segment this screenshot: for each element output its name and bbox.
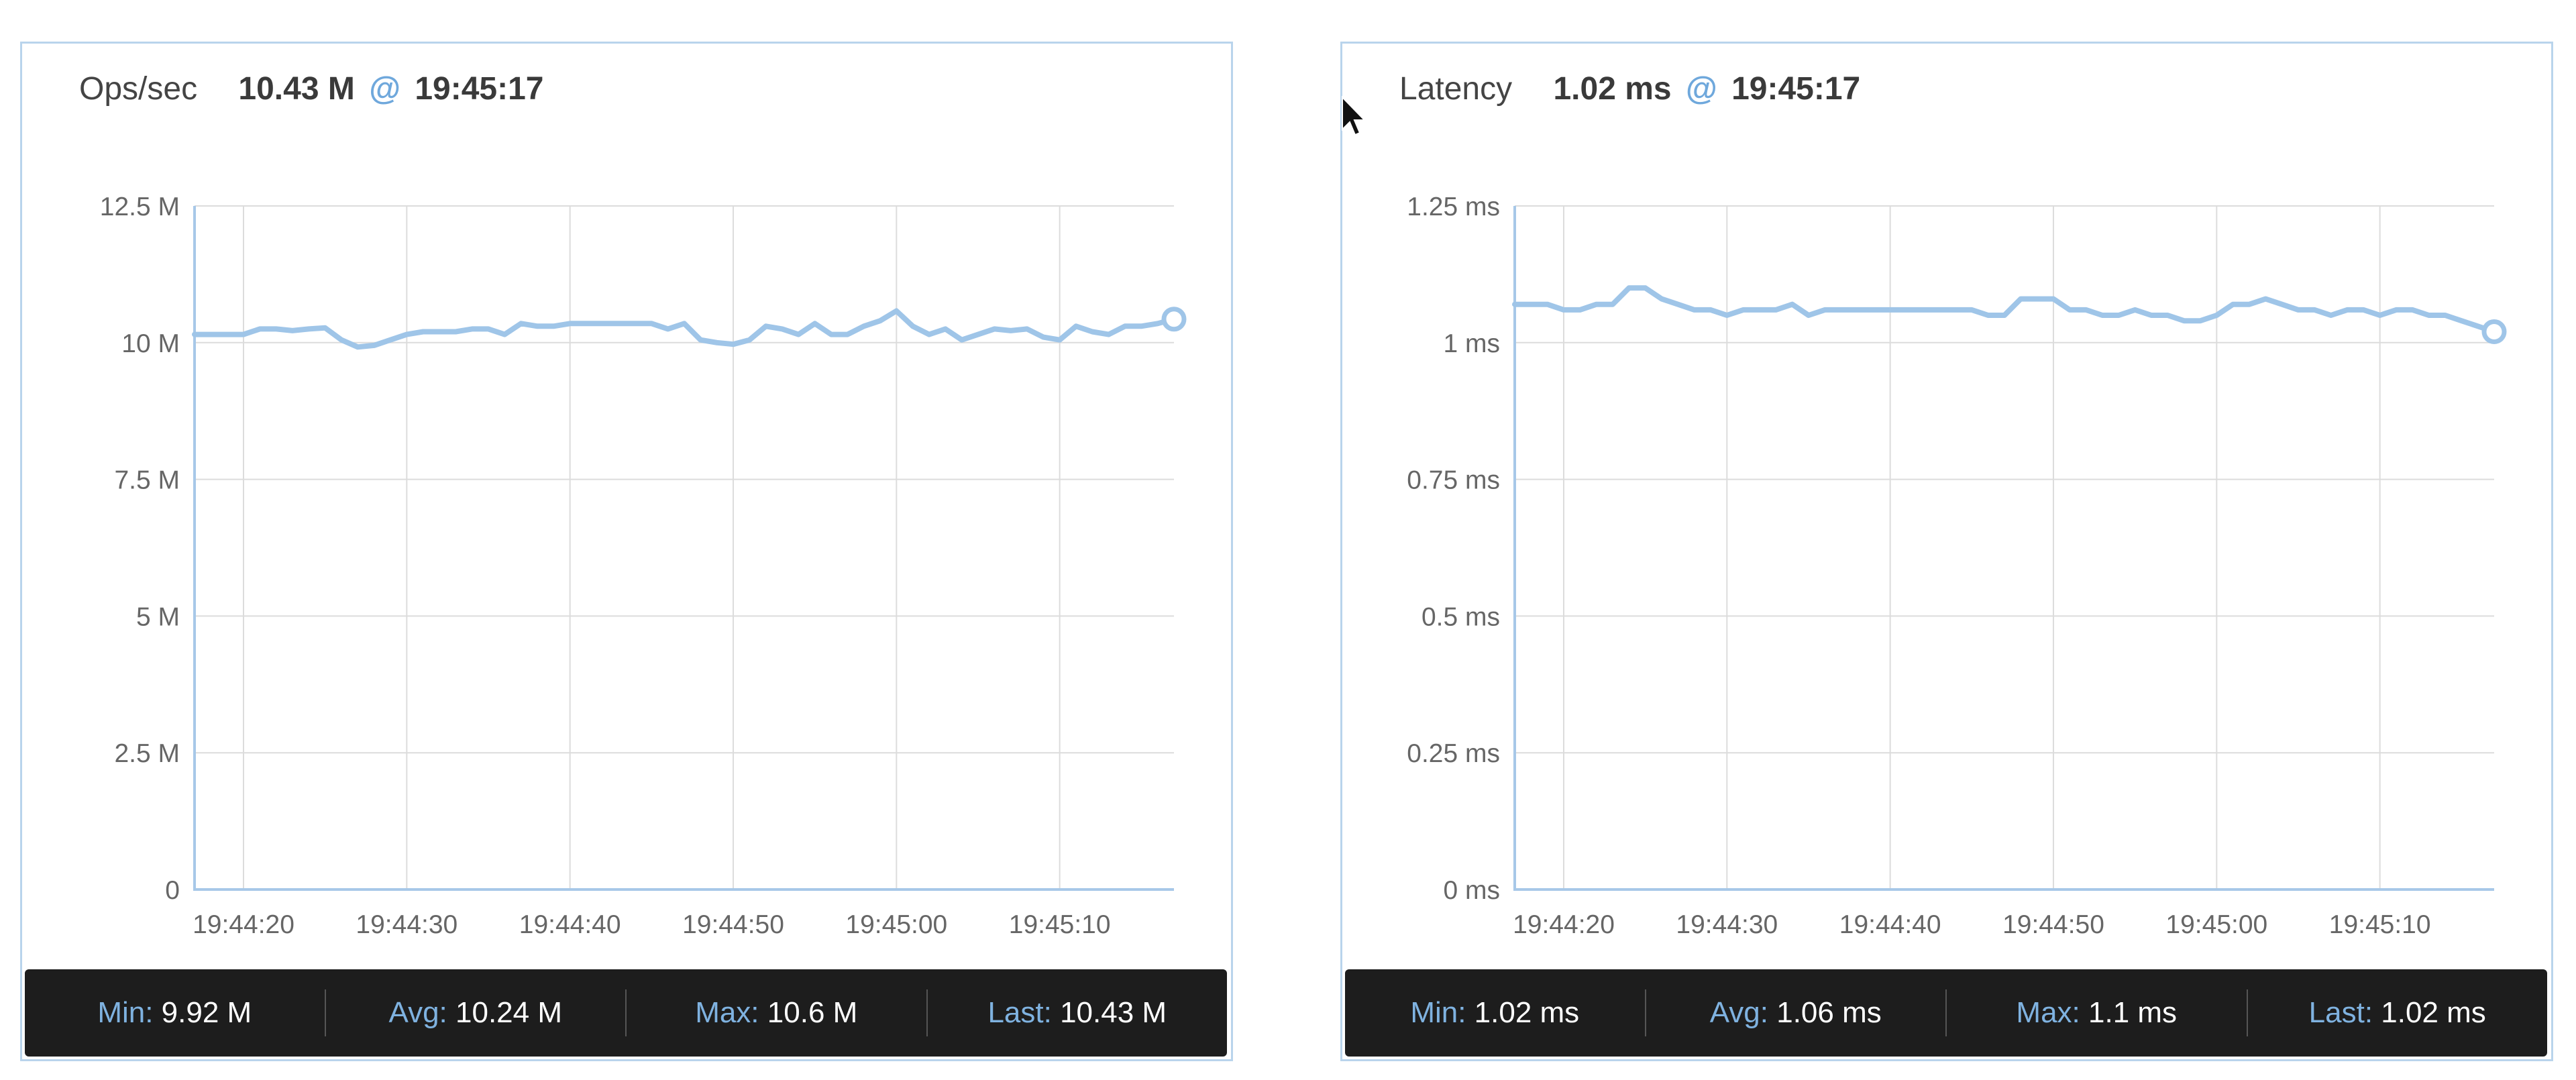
latency-x-tick-label: 19:44:50: [2002, 910, 2104, 939]
ops-last-label: Last:: [987, 996, 1052, 1029]
ops-chart[interactable]: 0 2.5 M 5 M 7.5 M 10 M 12.5 M 19:44:20 19:44:30…: [22, 44, 1231, 969]
ops-panel: Ops/sec 10.43 M @ 19:45:17 0 2.5 M 5 M 7.5 …: [20, 42, 1233, 1061]
ops-last-point: [1161, 307, 1187, 332]
ops-avg-label: Avg:: [388, 996, 447, 1029]
latency-stat-last: Last: 1.02 ms: [2246, 989, 2548, 1036]
ops-metric-name: Ops/sec: [79, 71, 198, 107]
latency-header: Latency 1.02 ms @ 19:45:17: [1399, 70, 1860, 107]
ops-max-label: Max:: [695, 996, 759, 1029]
latency-x-tick-label: 19:44:30: [1676, 910, 1778, 939]
ops-max-value: 10.6 M: [767, 996, 858, 1029]
latency-current-value: 1.02 ms: [1553, 71, 1672, 107]
latency-stat-avg: Avg: 1.06 ms: [1644, 989, 1946, 1036]
latency-stat-max: Max: 1.1 ms: [1945, 989, 2247, 1036]
latency-y-tick-label: 1 ms: [1443, 329, 1500, 358]
ops-y-tick-label: 2.5 M: [114, 739, 180, 768]
ops-y-tick-label: 5 M: [136, 602, 180, 631]
ops-x-tick-label: 19:44:20: [193, 910, 294, 939]
latency-y-tick-label: 0.25 ms: [1407, 739, 1500, 768]
ops-x-tick-label: 19:44:30: [356, 910, 458, 939]
ops-y-tick-label: 0: [165, 876, 180, 905]
latency-current-time: 19:45:17: [1731, 71, 1861, 107]
ops-stat-min: Min: 9.92 M: [25, 989, 325, 1036]
ops-stat-avg: Avg: 10.24 M: [324, 989, 626, 1036]
latency-max-value: 1.1 ms: [2088, 996, 2178, 1029]
ops-stat-last: Last: 10.43 M: [926, 989, 1228, 1036]
latency-x-tick-label: 19:44:20: [1513, 910, 1615, 939]
latency-stats-footer: Min: 1.02 ms Avg: 1.06 ms Max: 1.1 ms La…: [1345, 969, 2547, 1057]
ops-current-value: 10.43 M: [238, 71, 355, 107]
latency-x-tick-label: 19:45:00: [2165, 910, 2267, 939]
latency-last-value: 1.02 ms: [2381, 996, 2486, 1029]
ops-y-tick-label: 12.5 M: [100, 193, 180, 221]
latency-y-tick-label: 0 ms: [1443, 876, 1500, 905]
latency-last-label: Last:: [2308, 996, 2373, 1029]
latency-avg-label: Avg:: [1709, 996, 1768, 1029]
ops-x-tick-label: 19:45:00: [845, 910, 947, 939]
latency-max-label: Max:: [2016, 996, 2080, 1029]
latency-chart[interactable]: 0 ms 0.25 ms 0.5 ms 0.75 ms 1 ms 1.25 ms 19:44…: [1342, 44, 2551, 969]
latency-at-sign: @: [1685, 71, 1717, 107]
latency-panel: Latency 1.02 ms @ 19:45:17 0 ms 0.25 ms 0.…: [1340, 42, 2553, 1061]
ops-min-value: 9.92 M: [161, 996, 252, 1029]
latency-y-tick-label: 0.5 ms: [1421, 602, 1500, 631]
latency-series-line: [1512, 285, 2497, 335]
ops-y-tick-label: 7.5 M: [114, 466, 180, 495]
ops-y-tick-label: 10 M: [121, 329, 180, 358]
ops-series-line: [192, 308, 1177, 350]
latency-avg-value: 1.06 ms: [1776, 996, 1882, 1029]
ops-last-value: 10.43 M: [1060, 996, 1167, 1029]
latency-x-tick-label: 19:45:10: [2329, 910, 2431, 939]
ops-stats-footer: Min: 9.92 M Avg: 10.24 M Max: 10.6 M Las…: [25, 969, 1227, 1057]
ops-stat-max: Max: 10.6 M: [625, 989, 926, 1036]
latency-x-tick-label: 19:44:40: [1839, 910, 1941, 939]
latency-metric-name: Latency: [1399, 71, 1513, 107]
latency-min-value: 1.02 ms: [1474, 996, 1580, 1029]
mouse-cursor-icon: [1342, 96, 1366, 136]
latency-stat-min: Min: 1.02 ms: [1345, 989, 1645, 1036]
ops-x-tick-label: 19:44:50: [682, 910, 784, 939]
latency-y-tick-label: 1.25 ms: [1407, 193, 1500, 221]
ops-current-time: 19:45:17: [415, 71, 544, 107]
ops-avg-value: 10.24 M: [455, 996, 562, 1029]
ops-x-tick-label: 19:45:10: [1009, 910, 1111, 939]
latency-last-point: [2481, 319, 2507, 344]
ops-at-sign: @: [369, 71, 400, 107]
latency-min-label: Min:: [1410, 996, 1466, 1029]
ops-min-label: Min:: [97, 996, 154, 1029]
ops-header: Ops/sec 10.43 M @ 19:45:17: [79, 70, 543, 107]
latency-y-tick-label: 0.75 ms: [1407, 466, 1500, 495]
ops-x-tick-label: 19:44:40: [519, 910, 621, 939]
